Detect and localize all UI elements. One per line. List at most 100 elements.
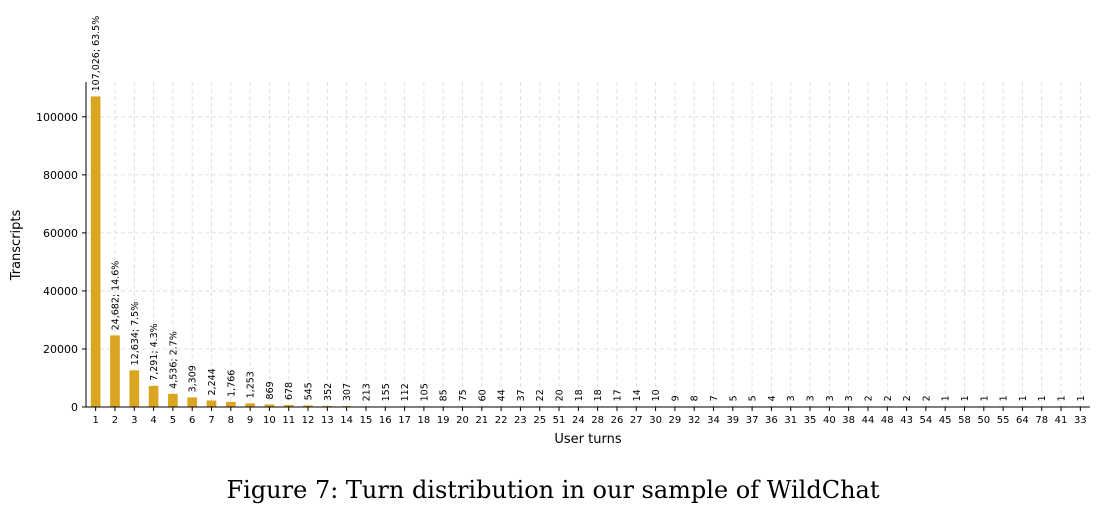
x-tick-label: 23 (514, 415, 527, 426)
x-tick-label: 20 (456, 415, 469, 426)
bar-value-label: 60 (477, 389, 488, 401)
x-tick-label: 24 (572, 415, 585, 426)
x-tick-label: 38 (842, 415, 855, 426)
x-tick-label: 64 (1016, 415, 1029, 426)
x-tick-label: 58 (958, 415, 971, 426)
x-tick-label: 26 (611, 415, 624, 426)
bar-value-label: 2 (883, 395, 894, 401)
x-tick-label: 43 (900, 415, 913, 426)
x-tick-label: 44 (862, 415, 875, 426)
bar-value-label: 22 (535, 389, 546, 401)
bar (148, 385, 159, 407)
x-tick-label: 41 (1055, 415, 1068, 426)
bar-value-label: 75 (458, 389, 469, 401)
bar-value-label: 869 (265, 381, 276, 399)
bar-value-label: 2,244 (207, 368, 218, 395)
grid (86, 82, 1090, 407)
x-tick-label: 10 (263, 415, 276, 426)
bar-value-label: 1,766 (226, 370, 237, 397)
bar-value-label: 37 (516, 389, 527, 401)
x-tick-label: 9 (247, 415, 253, 426)
bar-value-label: 4,536; 2.7% (168, 331, 179, 389)
bar-value-label: 9 (670, 395, 681, 401)
bar-value-label: 105 (419, 383, 430, 401)
x-tick-label: 21 (475, 415, 488, 426)
x-tick-label: 8 (228, 415, 234, 426)
bar (283, 405, 294, 407)
bar (110, 335, 120, 407)
bar-value-label: 1 (1037, 395, 1048, 401)
y-tick-label: 100000 (36, 111, 78, 124)
bar (322, 405, 333, 407)
x-tick-label: 78 (1035, 415, 1048, 426)
bar (206, 400, 217, 407)
x-tick-label: 51 (553, 415, 566, 426)
x-tick-label: 11 (282, 415, 295, 426)
bar (225, 401, 236, 407)
x-tick-label: 3 (131, 415, 137, 426)
bar-value-label: 545 (304, 382, 315, 400)
bar-value-label: 17 (612, 389, 623, 401)
bar-value-label: 1 (960, 395, 971, 401)
x-tick-label: 40 (823, 415, 836, 426)
x-tick-label: 31 (784, 415, 797, 426)
bar-value-label: 3 (806, 395, 817, 401)
bar-value-label: 678 (284, 382, 295, 400)
x-tick-label: 7 (208, 415, 214, 426)
x-tick-label: 33 (1074, 415, 1087, 426)
x-tick-label: 12 (302, 415, 315, 426)
x-tick-label: 6 (189, 415, 195, 426)
x-tick-label: 37 (746, 415, 759, 426)
x-tick-label: 18 (418, 415, 431, 426)
bar-value-label: 307 (342, 383, 353, 401)
y-tick-label: 20000 (43, 343, 78, 356)
x-tick-label: 16 (379, 415, 392, 426)
x-tick-label: 32 (688, 415, 701, 426)
bar-value-label: 155 (381, 383, 392, 401)
y-tick-label: 60000 (43, 227, 78, 240)
bar-value-label: 1 (1076, 395, 1087, 401)
axes (85, 82, 1090, 408)
y-axis-label: Transcripts (9, 209, 24, 281)
x-tick-label: 15 (360, 415, 373, 426)
x-tick-label: 22 (495, 415, 508, 426)
x-tick-label: 45 (939, 415, 952, 426)
bar-value-label: 5 (728, 395, 739, 401)
bar-value-label: 1 (1018, 395, 1029, 401)
bar-value-label: 3 (844, 395, 855, 401)
x-tick-label: 55 (997, 415, 1010, 426)
bar-value-label: 1 (941, 395, 952, 401)
bar-value-label: 7 (709, 395, 720, 401)
bar (90, 96, 101, 408)
bar (264, 404, 275, 407)
bar-value-label: 4 (767, 395, 778, 401)
x-tick-label: 19 (437, 415, 450, 426)
x-ticks: 1 2 3 4 5 6 7 8 9 10 11 12 13 14 15 16 17 18 19 20 21 22 23 25 5… (92, 407, 1087, 426)
bar-value-label: 1 (1057, 395, 1068, 401)
bar-value-label: 7,291; 4.3% (149, 323, 160, 381)
bar-value-label: 20 (555, 389, 566, 401)
bar-value-label: 44 (497, 389, 508, 401)
bar-value-label: 18 (593, 389, 604, 401)
x-tick-label: 27 (630, 415, 643, 426)
x-tick-label: 48 (881, 415, 894, 426)
bar-value-label: 352 (323, 383, 334, 401)
bar (187, 397, 198, 407)
bar-value-label: 2 (863, 395, 874, 401)
bar-value-label: 3,309 (188, 365, 199, 392)
bar-value-label: 1 (979, 395, 990, 401)
y-tick-label: 80000 (43, 169, 78, 182)
bar-value-label: 10 (651, 389, 662, 401)
x-axis-label: User turns (554, 432, 621, 447)
bars (90, 96, 1086, 408)
bar-value-label: 107,026; 63.5% (91, 16, 102, 92)
bar (129, 370, 140, 407)
turn-distribution-chart: 107,026; 63.5% 24,682; 14.6% 12,634; 7.5% 7… (9, 16, 1090, 447)
figure-caption: Figure 7: Turn distribution in our sampl… (226, 476, 880, 504)
bar-value-label: 2 (921, 395, 932, 401)
x-tick-label: 13 (321, 415, 334, 426)
bar-value-label: 8 (690, 395, 701, 401)
x-tick-label: 25 (533, 415, 546, 426)
x-tick-label: 14 (340, 415, 353, 426)
bar-value-label: 1 (999, 395, 1010, 401)
